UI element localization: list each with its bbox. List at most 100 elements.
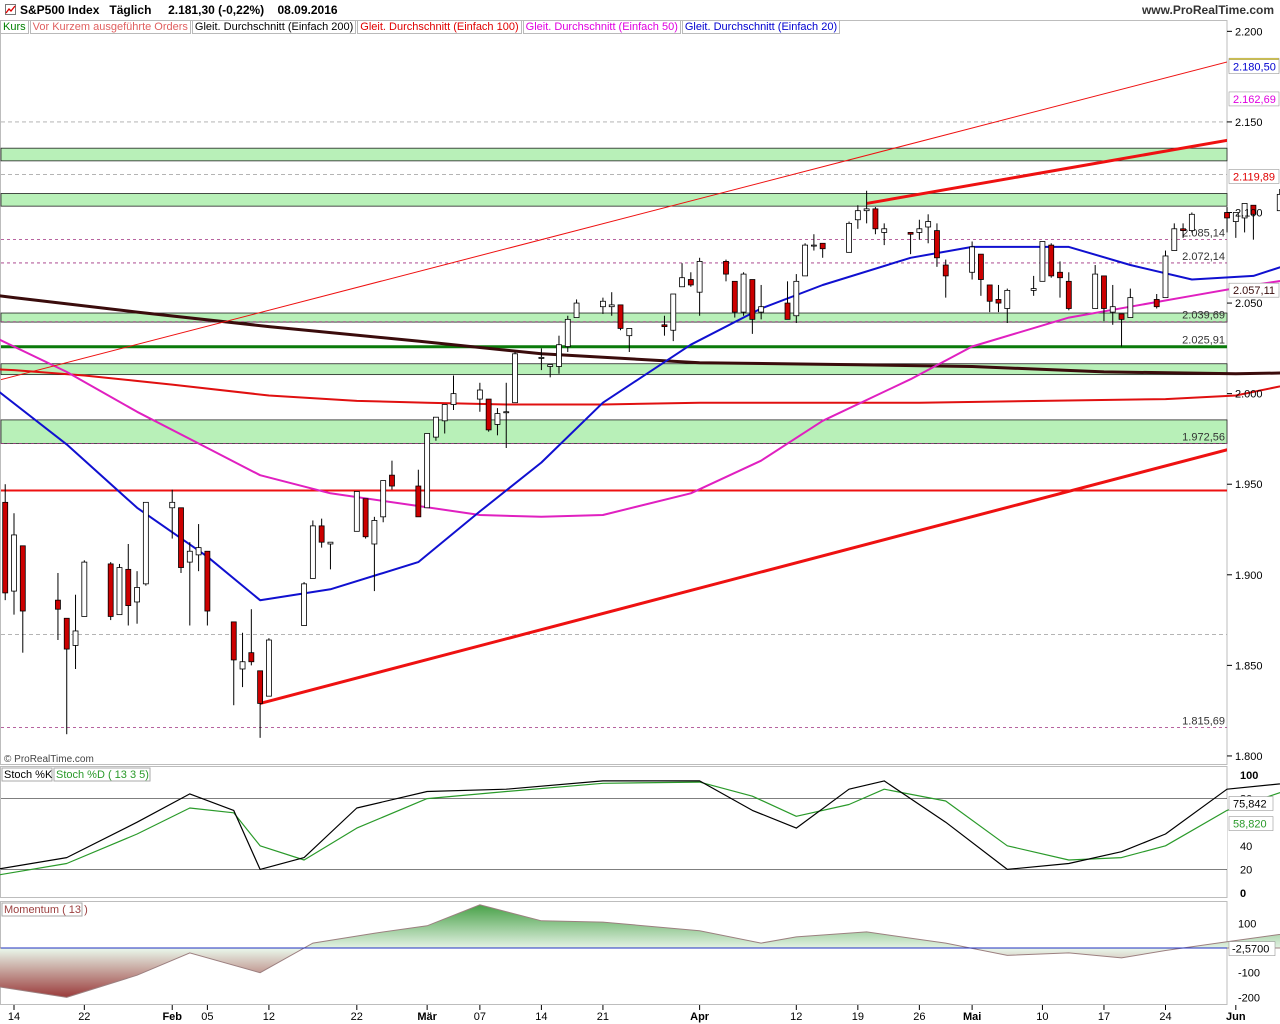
stoch-tag-label-0: 75,842 bbox=[1233, 799, 1267, 811]
legend-item-2[interactable]: Gleit. Durchschnitt (Einfach 200) bbox=[191, 20, 357, 34]
candle bbox=[134, 571, 140, 624]
legend-item-4[interactable]: Gleit. Durchschnitt (Einfach 50) bbox=[522, 20, 681, 34]
candle bbox=[784, 281, 791, 320]
candle bbox=[55, 572, 61, 641]
candle-body bbox=[1250, 204, 1257, 215]
candle bbox=[696, 257, 703, 316]
candle bbox=[1092, 265, 1099, 309]
candle bbox=[116, 563, 123, 616]
candle-body bbox=[556, 344, 562, 367]
trendline-2 bbox=[259, 448, 1227, 705]
candle-body bbox=[1004, 289, 1011, 309]
price-tag-4 bbox=[1228, 282, 1280, 298]
chart-title: S&P500 Index Täglich 2.181,30 (-0,22%) 0… bbox=[20, 3, 338, 17]
candle bbox=[204, 550, 211, 626]
candle-body bbox=[784, 302, 791, 320]
x-tick-label: 24 bbox=[1159, 1011, 1171, 1023]
y-tick-label: 2.050 bbox=[1235, 298, 1263, 310]
candle-body bbox=[433, 416, 439, 438]
x-tick-label: Feb bbox=[162, 1011, 182, 1023]
x-tick-label: Jun bbox=[1226, 1011, 1246, 1023]
legend-item-1[interactable]: Vor Kurzem ausgeführte Orders bbox=[29, 20, 191, 34]
candle bbox=[863, 190, 870, 224]
candle bbox=[723, 259, 729, 282]
candle bbox=[934, 223, 940, 267]
candle bbox=[2, 484, 9, 601]
candle bbox=[327, 541, 334, 570]
trendline-1 bbox=[866, 138, 1227, 205]
stoch-tag-label-1: 58,820 bbox=[1233, 819, 1267, 831]
candle bbox=[371, 516, 378, 592]
candle-body bbox=[485, 398, 492, 431]
candle-body bbox=[107, 563, 114, 617]
candle bbox=[538, 348, 545, 371]
candle bbox=[1127, 288, 1134, 318]
candle bbox=[266, 638, 272, 697]
sma100-line bbox=[0, 368, 1280, 406]
legend-item-0[interactable]: Kurs bbox=[0, 20, 29, 34]
candle bbox=[600, 297, 606, 314]
legend-item-3[interactable]: Gleit. Durchschnitt (Einfach 100) bbox=[357, 20, 522, 34]
candle-body bbox=[942, 264, 949, 277]
candle bbox=[1250, 204, 1257, 240]
level-label-4: 1.972,56 bbox=[1182, 431, 1225, 443]
price-tag-label-3: 2.119,89 bbox=[1233, 171, 1275, 183]
candle bbox=[1057, 261, 1063, 298]
level-label-0: 2.085,14 bbox=[1182, 227, 1225, 239]
candle bbox=[512, 351, 518, 404]
candle-body bbox=[916, 228, 923, 233]
indicator-legend: Kurs Vor Kurzem ausgeführte Orders Gleit. … bbox=[0, 20, 841, 34]
candle-body bbox=[230, 621, 237, 661]
candle-body bbox=[1101, 275, 1107, 309]
candle bbox=[758, 284, 765, 320]
sma20-line bbox=[0, 245, 1280, 602]
candle-body bbox=[450, 393, 457, 405]
candle-body bbox=[424, 433, 431, 509]
candle-body bbox=[1180, 228, 1186, 232]
candle-body bbox=[1162, 255, 1169, 299]
candle-body bbox=[11, 534, 17, 592]
candle bbox=[854, 205, 861, 229]
candle-body bbox=[415, 485, 422, 518]
candle bbox=[1118, 313, 1125, 347]
candle-body bbox=[1039, 241, 1046, 282]
candle bbox=[318, 518, 325, 548]
x-tick-label: 19 bbox=[852, 1011, 864, 1023]
candle bbox=[1241, 203, 1248, 233]
candle bbox=[503, 382, 510, 448]
candle-body bbox=[687, 279, 694, 286]
candle-body bbox=[142, 501, 149, 585]
x-tick-label: 05 bbox=[201, 1011, 213, 1023]
candle bbox=[11, 513, 17, 615]
momentum-y-tick: 100 bbox=[1238, 918, 1256, 930]
brand-link[interactable]: www.ProRealTime.com bbox=[1141, 3, 1274, 17]
candle-body bbox=[116, 567, 123, 616]
candle-body bbox=[81, 561, 88, 617]
x-tick-label: Mai bbox=[963, 1011, 981, 1023]
candle bbox=[494, 408, 501, 436]
legend-item-5[interactable]: Gleit. Durchschnitt (Einfach 20) bbox=[681, 20, 841, 34]
y-tick-label: 2.150 bbox=[1235, 117, 1263, 129]
candle bbox=[125, 543, 132, 626]
candle-body bbox=[169, 501, 176, 509]
candle-body bbox=[538, 357, 545, 359]
candle-body bbox=[854, 210, 861, 221]
stoch-d-legend-box bbox=[53, 767, 151, 782]
candle bbox=[1180, 223, 1186, 238]
candle-body bbox=[204, 550, 211, 612]
candle bbox=[72, 594, 79, 669]
candle-body bbox=[740, 273, 747, 313]
candle bbox=[731, 280, 738, 318]
price-tag-label-2: 2.162,69 bbox=[1233, 94, 1276, 106]
candle-body bbox=[195, 547, 202, 556]
candle-body bbox=[389, 474, 395, 487]
candle bbox=[239, 632, 246, 688]
candle bbox=[608, 292, 615, 316]
candle-body bbox=[134, 587, 140, 603]
candle-body bbox=[1232, 212, 1239, 222]
candle-body bbox=[907, 232, 914, 235]
candle-body bbox=[573, 302, 580, 318]
chart-date: 08.09.2016 bbox=[277, 3, 338, 17]
candle bbox=[1101, 275, 1107, 322]
